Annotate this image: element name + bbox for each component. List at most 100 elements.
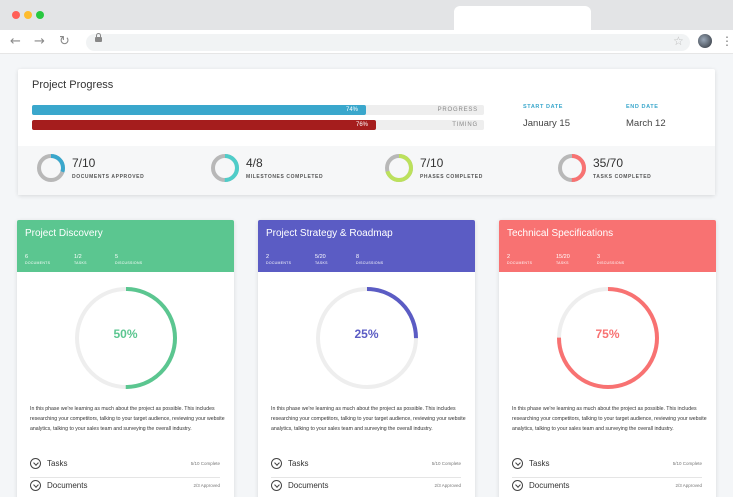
meta-value: 8 — [356, 254, 360, 260]
arrow-right-icon[interactable]: → — [34, 34, 45, 49]
meta-label: TASKS — [74, 261, 87, 265]
phase-progress-ring — [557, 287, 659, 389]
stat-label: MILESTONES COMPLETED — [246, 174, 324, 180]
meta-label: DISCUSSIONS — [356, 261, 384, 265]
maximize-window-button[interactable] — [36, 11, 44, 19]
meta-label: TASKS — [315, 261, 328, 265]
minimize-window-button[interactable] — [24, 11, 32, 19]
progress-bar-percent: 74% — [346, 107, 359, 113]
accordion-status: 5/10 Complete — [190, 461, 220, 466]
stat-donut — [558, 154, 586, 182]
stat-donut — [37, 154, 65, 182]
stat-value: 4/8 — [246, 156, 263, 170]
timing-bar: 76% TIMING — [32, 120, 484, 130]
chevron-down-icon[interactable] — [512, 480, 523, 491]
meta-label: DOCUMENTS — [266, 261, 292, 265]
timing-bar-label: TIMING — [452, 122, 478, 128]
meta-label: DISCUSSIONS — [597, 261, 625, 265]
phase-documents-meta: 2 DOCUMENTS — [507, 254, 532, 266]
phase-progress-ring — [75, 287, 177, 389]
browser-toolbar: ← → ↻ ☆ ⋮ — [0, 30, 733, 54]
stat-value: 7/10 — [420, 156, 444, 170]
phase-documents-meta: 2 DOCUMENTS — [266, 254, 291, 266]
stat-label: TASKS COMPLETED — [593, 174, 652, 180]
phase-progress-ring — [316, 287, 418, 389]
stat-label: PHASES COMPLETED — [420, 174, 483, 180]
chevron-down-icon[interactable] — [30, 458, 41, 469]
profile-avatar[interactable] — [698, 34, 712, 48]
phase-card-technical[interactable]: Technical Specifications 2 DOCUMENTS 15/2… — [499, 220, 716, 497]
window-controls — [12, 11, 44, 19]
progress-bar: 74% PROGRESS — [32, 105, 484, 115]
phase-discussions-meta: 8 DISCUSSIONS — [356, 254, 383, 266]
meta-value: 6 — [25, 254, 29, 260]
chevron-down-icon[interactable] — [271, 458, 282, 469]
accordion-label: Tasks — [47, 459, 68, 468]
phase-title: Project Strategy & Roadmap — [266, 228, 393, 239]
accordion-label: Documents — [288, 481, 329, 490]
tasks-accordion[interactable]: Tasks 5/10 Complete — [512, 456, 702, 478]
accordion-label: Tasks — [288, 459, 309, 468]
documents-accordion[interactable]: Documents 2/3 Approved — [30, 478, 220, 497]
accordion-status: 5/10 Complete — [431, 461, 461, 466]
project-progress-title: Project Progress — [32, 79, 114, 91]
phase-discussions-meta: 3 DISCUSSIONS — [597, 254, 624, 266]
browser-chrome: ← → ↻ ☆ ⋮ — [0, 0, 733, 54]
phase-tasks-meta: 5/20 TASKS — [315, 254, 328, 266]
stat-donut — [385, 154, 413, 182]
stats-strip — [18, 146, 715, 195]
stat-value: 35/70 — [593, 156, 624, 170]
meta-value: 5/20 — [315, 254, 326, 260]
meta-value: 3 — [597, 254, 601, 260]
accordion-label: Tasks — [529, 459, 550, 468]
phase-header: Technical Specifications 2 DOCUMENTS 15/2… — [499, 220, 716, 272]
meta-label: DOCUMENTS — [25, 261, 51, 265]
progress-bar-label: PROGRESS — [437, 107, 478, 113]
meta-value: 2 — [266, 254, 270, 260]
reload-icon[interactable]: ↻ — [59, 34, 70, 49]
stat-value: 7/10 — [72, 156, 96, 170]
meta-label: DISCUSSIONS — [115, 261, 143, 265]
chevron-down-icon[interactable] — [512, 458, 523, 469]
accordion-label: Documents — [47, 481, 88, 490]
meta-value: 15/20 — [556, 254, 570, 260]
end-date-label: END DATE — [626, 104, 659, 110]
meta-value: 5 — [115, 254, 119, 260]
phase-percent: 25% — [354, 327, 379, 341]
phase-discussions-meta: 5 DISCUSSIONS — [115, 254, 142, 266]
phase-tasks-meta: 1/2 TASKS — [74, 254, 87, 266]
arrow-left-icon[interactable]: ← — [10, 34, 21, 49]
phase-description: In this phase we're learning as much abo… — [30, 406, 225, 432]
stat-label: DOCUMENTS APPROVED — [72, 174, 145, 180]
accordion-status: 5/10 Complete — [672, 461, 702, 466]
close-window-button[interactable] — [12, 11, 20, 19]
documents-accordion[interactable]: Documents 2/3 Approved — [512, 478, 702, 497]
meta-label: TASKS — [556, 261, 569, 265]
phase-description: In this phase we're learning as much abo… — [512, 406, 707, 432]
browser-menu-icon[interactable]: ⋮ — [721, 34, 733, 48]
project-progress-card: Project Progress 74% PROGRESS 76% TIMING… — [18, 69, 715, 195]
browser-tab[interactable] — [454, 6, 591, 30]
meta-value: 2 — [507, 254, 511, 260]
timing-bar-percent: 76% — [356, 122, 369, 128]
tasks-accordion[interactable]: Tasks 5/10 Complete — [271, 456, 461, 478]
meta-value: 1/2 — [74, 254, 82, 260]
address-bar[interactable] — [86, 34, 690, 51]
documents-accordion[interactable]: Documents 2/3 Approved — [271, 478, 461, 497]
start-date-label: START DATE — [523, 104, 564, 110]
phase-card-strategy[interactable]: Project Strategy & Roadmap 2 DOCUMENTS 5/… — [258, 220, 475, 497]
phase-percent: 75% — [595, 327, 620, 341]
meta-label: DOCUMENTS — [507, 261, 533, 265]
start-date-value: January 15 — [523, 118, 571, 129]
bookmark-star-icon[interactable]: ☆ — [673, 34, 684, 48]
phase-header: Project Strategy & Roadmap 2 DOCUMENTS 5/… — [258, 220, 475, 272]
chevron-down-icon[interactable] — [30, 480, 41, 491]
chevron-down-icon[interactable] — [271, 480, 282, 491]
phase-tasks-meta: 15/20 TASKS — [556, 254, 570, 266]
phase-description: In this phase we're learning as much abo… — [271, 406, 466, 432]
lock-icon — [95, 33, 102, 42]
tasks-accordion[interactable]: Tasks 5/10 Complete — [30, 456, 220, 478]
phase-percent: 50% — [113, 327, 138, 341]
